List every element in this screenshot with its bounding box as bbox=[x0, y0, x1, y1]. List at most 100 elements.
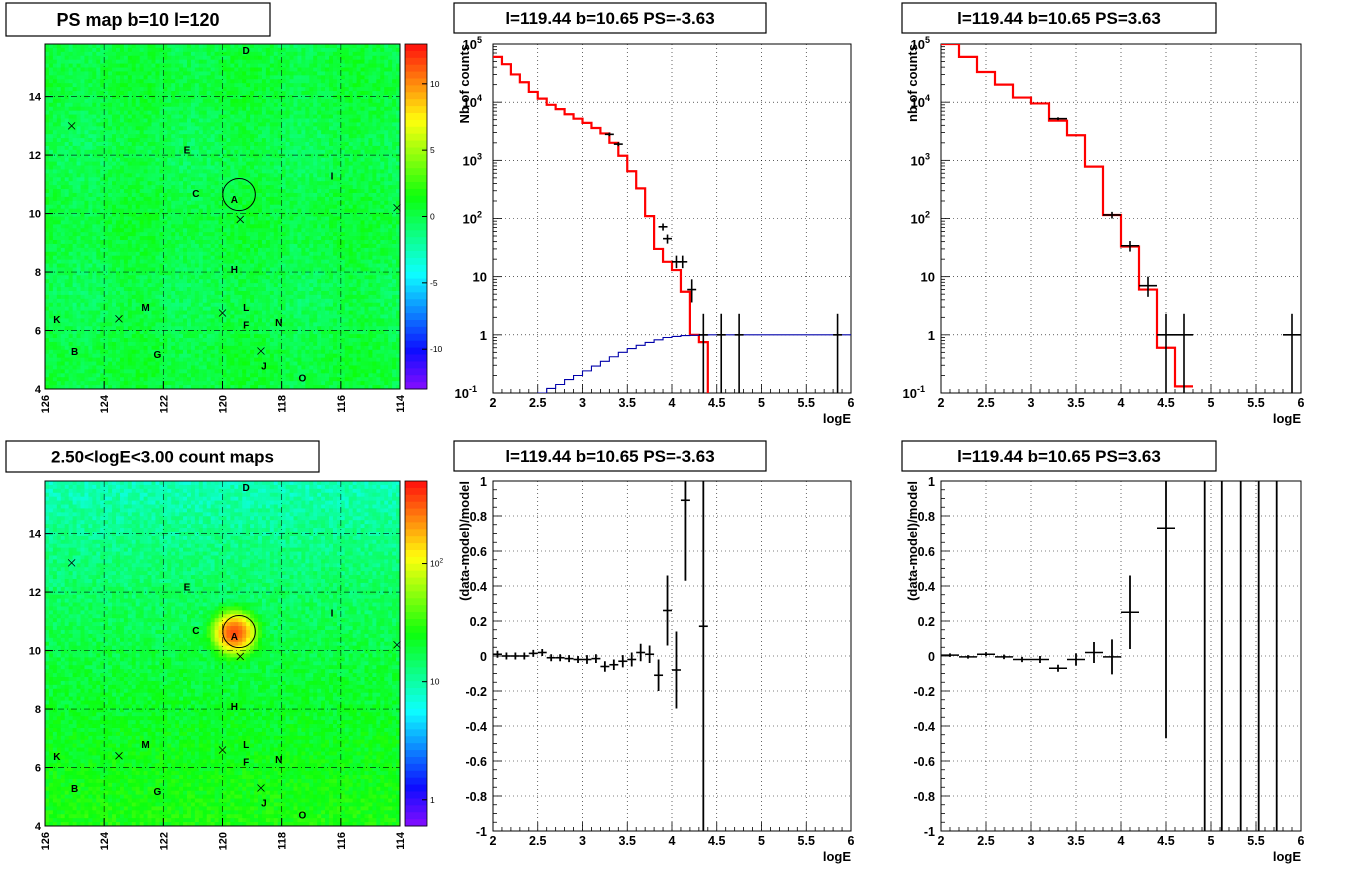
heatmap-cell bbox=[301, 224, 306, 229]
heatmap-cell bbox=[297, 201, 302, 206]
heatmap-cell bbox=[290, 71, 295, 76]
heatmap-cell bbox=[140, 83, 145, 88]
heatmap-cell bbox=[120, 83, 125, 88]
heatmap-cell bbox=[207, 177, 212, 182]
heatmap-cell bbox=[136, 248, 141, 253]
heatmap-cell bbox=[226, 130, 231, 135]
heatmap-cell bbox=[368, 44, 373, 49]
heatmap-cell bbox=[376, 228, 381, 233]
heatmap-cell bbox=[294, 52, 299, 57]
heatmap-cell bbox=[226, 111, 231, 116]
heatmap-cell bbox=[325, 205, 330, 210]
heatmap-cell bbox=[45, 244, 50, 249]
heatmap-cell bbox=[207, 240, 212, 245]
heatmap-cell bbox=[254, 79, 259, 84]
heatmap-cell bbox=[223, 236, 228, 241]
heatmap-cell bbox=[246, 87, 251, 92]
heatmap-cell bbox=[187, 201, 192, 206]
heatmap-cell bbox=[297, 75, 302, 80]
heatmap-cell bbox=[368, 185, 373, 190]
heatmap-cell bbox=[207, 220, 212, 225]
heatmap-cell bbox=[203, 232, 208, 237]
heatmap-cell bbox=[270, 103, 275, 108]
heatmap-cell bbox=[57, 236, 62, 241]
heatmap-cell bbox=[53, 111, 58, 116]
heatmap-cell bbox=[313, 150, 318, 155]
heatmap-cell bbox=[345, 138, 350, 143]
heatmap-cell bbox=[317, 244, 322, 249]
heatmap-cell bbox=[144, 181, 149, 186]
heatmap-cell bbox=[120, 154, 125, 159]
heatmap-cell bbox=[215, 236, 220, 241]
heatmap-cell bbox=[92, 56, 97, 61]
heatmap-cell bbox=[104, 256, 109, 261]
heatmap-cell bbox=[353, 244, 358, 249]
heatmap-cell bbox=[309, 95, 314, 100]
heatmap-cell bbox=[77, 44, 82, 49]
heatmap-cell bbox=[380, 99, 385, 104]
heatmap-cell bbox=[345, 91, 350, 96]
heatmap-cell bbox=[191, 244, 196, 249]
heatmap-cell bbox=[290, 220, 295, 225]
heatmap-cell bbox=[226, 185, 231, 190]
heatmap-cell bbox=[294, 252, 299, 257]
heatmap-cell bbox=[81, 79, 86, 84]
heatmap-cell bbox=[230, 154, 235, 159]
heatmap-cell bbox=[301, 189, 306, 194]
heatmap-cell bbox=[211, 193, 216, 198]
heatmap-cell bbox=[282, 193, 287, 198]
heatmap-cell bbox=[179, 91, 184, 96]
heatmap-cell bbox=[84, 205, 89, 210]
heatmap-cell bbox=[124, 209, 129, 214]
heatmap-cell bbox=[128, 248, 133, 253]
heatmap-cell bbox=[262, 197, 267, 202]
heatmap-cell bbox=[238, 177, 243, 182]
heatmap-cell bbox=[84, 134, 89, 139]
heatmap-cell bbox=[266, 83, 271, 88]
heatmap-cell bbox=[61, 201, 66, 206]
heatmap-cell bbox=[278, 52, 283, 57]
heatmap-cell bbox=[368, 166, 373, 171]
heatmap-cell bbox=[163, 130, 168, 135]
heatmap-cell bbox=[191, 158, 196, 163]
heatmap-cell bbox=[301, 244, 306, 249]
heatmap-cell bbox=[73, 44, 78, 49]
heatmap-cell bbox=[230, 158, 235, 163]
heatmap-cell bbox=[84, 68, 89, 73]
heatmap-cell bbox=[132, 48, 137, 53]
heatmap-cell bbox=[376, 83, 381, 88]
heatmap-cell bbox=[286, 68, 291, 73]
heatmap-cell bbox=[365, 68, 370, 73]
heatmap-cell bbox=[96, 60, 101, 65]
heatmap-cell bbox=[81, 252, 86, 257]
heatmap-cell bbox=[353, 181, 358, 186]
heatmap-cell bbox=[388, 166, 393, 171]
heatmap-cell bbox=[361, 201, 366, 206]
heatmap-cell bbox=[301, 134, 306, 139]
heatmap-cell bbox=[140, 185, 145, 190]
heatmap-cell bbox=[297, 185, 302, 190]
heatmap-cell bbox=[84, 146, 89, 151]
heatmap-cell bbox=[223, 91, 228, 96]
heatmap-cell bbox=[258, 256, 263, 261]
heatmap-cell bbox=[88, 68, 93, 73]
heatmap-cell bbox=[262, 154, 267, 159]
heatmap-cell bbox=[167, 220, 172, 225]
heatmap-cell bbox=[128, 111, 133, 116]
heatmap-cell bbox=[290, 224, 295, 229]
heatmap-cell bbox=[163, 60, 168, 65]
heatmap-cell bbox=[203, 52, 208, 57]
heatmap-cell bbox=[274, 64, 279, 69]
heatmap-cell bbox=[254, 99, 259, 104]
heatmap-cell bbox=[167, 158, 172, 163]
heatmap-cell bbox=[305, 130, 310, 135]
heatmap-cell bbox=[203, 162, 208, 167]
heatmap-cell bbox=[187, 209, 192, 214]
heatmap-cell bbox=[333, 103, 338, 108]
heatmap-cell bbox=[108, 44, 113, 49]
heatmap-cell bbox=[187, 138, 192, 143]
heatmap-cell bbox=[191, 60, 196, 65]
heatmap-cell bbox=[384, 68, 389, 73]
heatmap-cell bbox=[81, 228, 86, 233]
heatmap-cell bbox=[317, 154, 322, 159]
